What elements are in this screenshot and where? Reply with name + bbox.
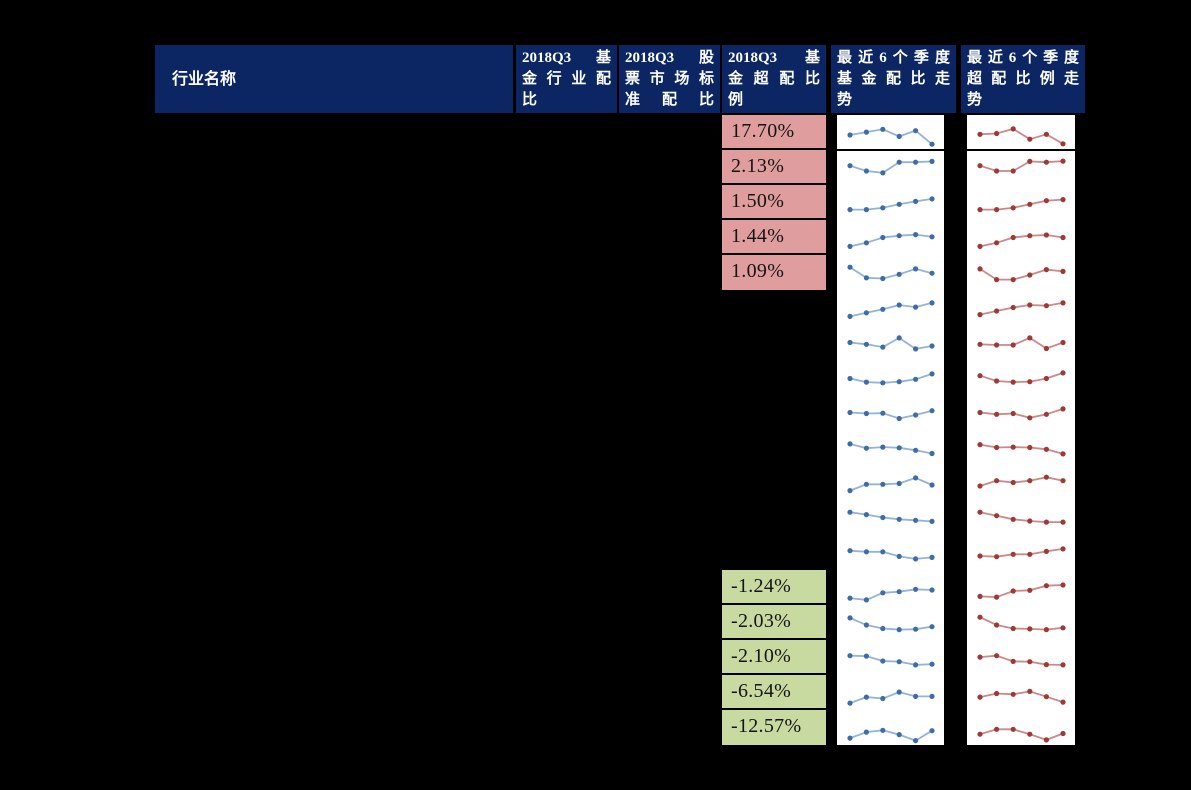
fund-allocation-sparkline (847, 727, 935, 744)
negative-value-block: -1.24% -2.03% -2.10% -6.54% -12.57% (722, 570, 826, 745)
row-divider (967, 149, 1075, 151)
fund-allocation-sparkline (847, 371, 935, 386)
fund-allocation-sparkline (847, 441, 935, 457)
over-allocation-sparkline (977, 158, 1066, 174)
fund-allocation-sparkline (847, 264, 935, 282)
fund-allocation-trend-column (837, 115, 944, 745)
over-allocation-value: -6.54% (722, 675, 826, 710)
over-allocation-sparkline (977, 688, 1066, 705)
header-fund-allocation-trend: 最近6个季度 基金配比走 势 (831, 45, 956, 113)
header-industry-name: 行业名称 (155, 45, 513, 113)
fund-allocation-sparkline (847, 126, 935, 147)
fund-allocation-sparkline (847, 158, 935, 176)
over-allocation-sparkline (977, 126, 1066, 147)
fund-allocation-sparkline (847, 586, 935, 603)
over-allocation-sparkline (977, 232, 1066, 249)
fund-allocation-sparkline (847, 615, 935, 633)
positive-value-block: 17.70% 2.13% 1.50% 1.44% 1.09% (722, 115, 826, 290)
over-allocation-value: 2.13% (722, 150, 826, 185)
over-allocation-sparkline (977, 300, 1066, 318)
fund-allocation-sparkline (847, 653, 935, 668)
fund-allocation-sparkline (847, 689, 935, 706)
over-allocation-value: -2.03% (722, 605, 826, 640)
fund-allocation-sparkline (847, 475, 935, 494)
over-allocation-sparkline (977, 442, 1066, 457)
over-allocation-value: 17.70% (722, 115, 826, 150)
over-allocation-sparkline (977, 406, 1066, 421)
over-allocation-sparkline (977, 582, 1066, 600)
over-allocation-value: -1.24% (722, 570, 826, 605)
over-allocation-sparkline (977, 266, 1066, 283)
fund-allocation-sparkline (847, 335, 935, 352)
fund-allocation-sparkline (847, 509, 935, 524)
over-allocation-value: 1.44% (722, 220, 826, 255)
over-allocation-sparkline (977, 509, 1066, 525)
over-allocation-trend-column (967, 115, 1075, 745)
over-allocation-sparkline (977, 335, 1066, 352)
over-allocation-sparkline (977, 197, 1066, 213)
over-allocation-sparkline (977, 614, 1066, 633)
over-allocation-sparkline (977, 653, 1066, 668)
over-allocation-value: 1.09% (722, 255, 826, 290)
fund-allocation-sparkline (847, 408, 935, 422)
over-allocation-sparkline (977, 726, 1066, 743)
header-market-standard-allocation: 2018Q3 股 票市场标 准配比 (619, 45, 720, 113)
header-fund-over-allocation: 2018Q3 基 金超配比 例 (722, 45, 826, 113)
header-over-allocation-trend: 最近6个季度 超配比例走 势 (961, 45, 1085, 113)
over-allocation-sparkline (977, 370, 1066, 385)
fund-allocation-sparkline (847, 196, 935, 213)
header-fund-industry-allocation: 2018Q3 基 金行业配 比 (516, 45, 617, 113)
over-allocation-value: 1.50% (722, 185, 826, 220)
fund-allocation-sparkline (847, 300, 935, 319)
over-allocation-sparkline (977, 546, 1066, 560)
over-allocation-value: -12.57% (722, 710, 826, 745)
fund-allocation-sparkline (847, 548, 935, 562)
fund-allocation-sparkline (847, 232, 935, 249)
over-allocation-value: -2.10% (722, 640, 826, 675)
over-allocation-sparkline (977, 474, 1066, 489)
row-divider (837, 149, 944, 151)
